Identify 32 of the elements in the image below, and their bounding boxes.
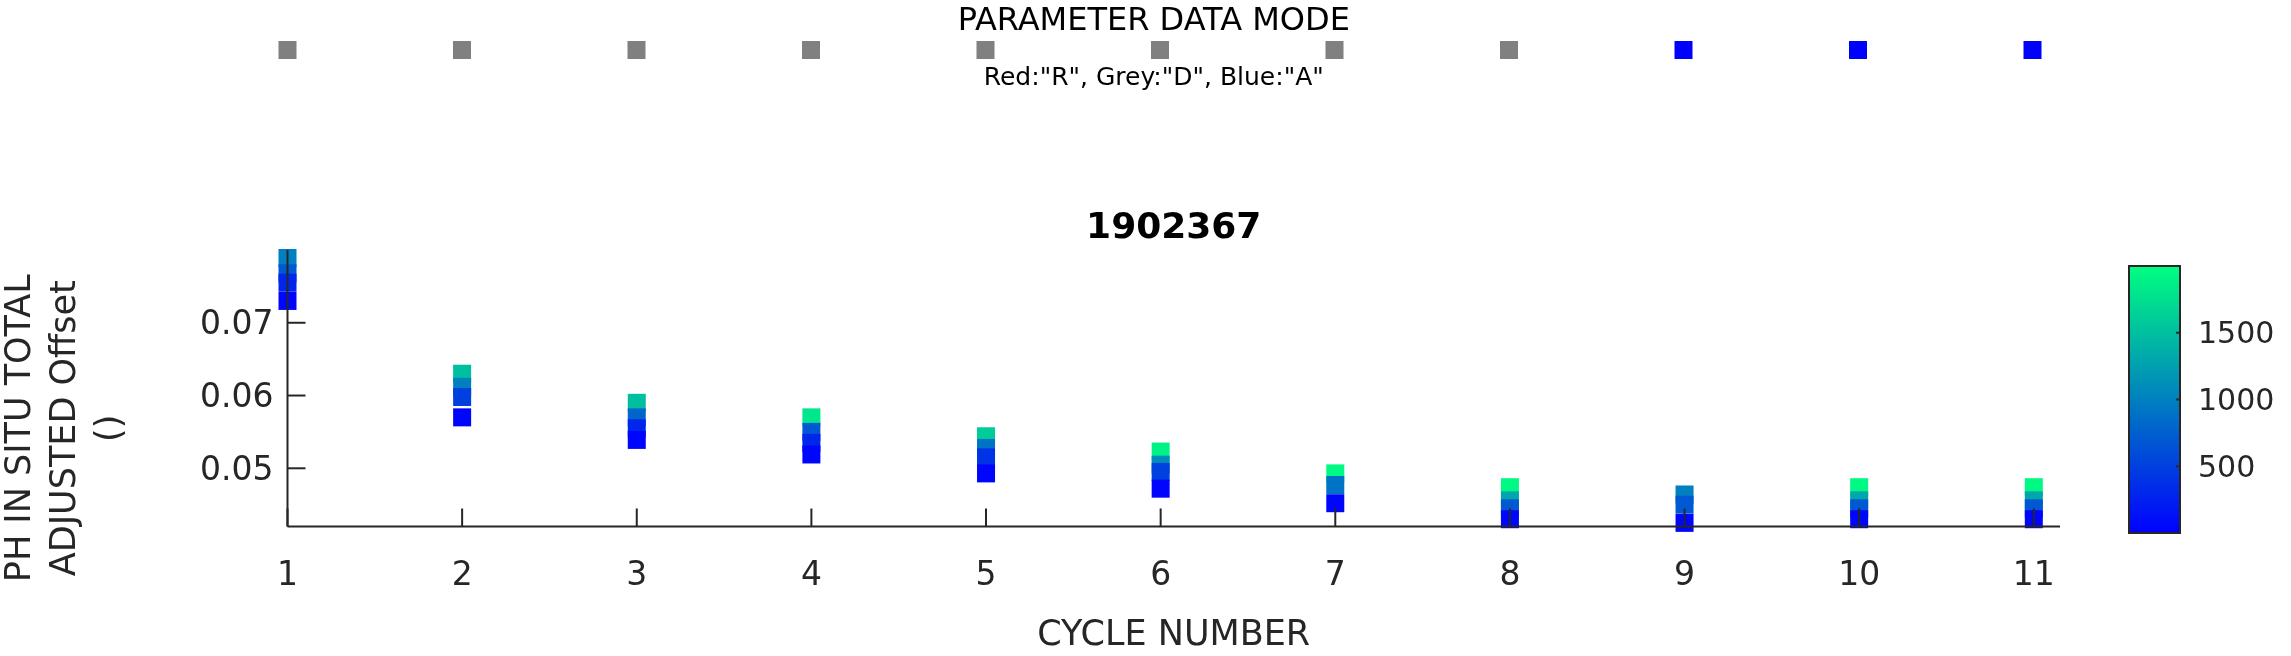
- x-tick-label: 2: [451, 554, 473, 593]
- color-bar-label: 1000: [2198, 382, 2275, 417]
- y-tick-label: 0.05: [200, 448, 274, 488]
- point: [802, 445, 821, 464]
- x-tick-label: 3: [626, 554, 648, 593]
- point: [1151, 479, 1170, 498]
- x-tick-label: 11: [2012, 554, 2055, 593]
- x-axis-title: CYCLE NUMBER: [1037, 613, 1311, 653]
- y-axis-title: PH IN SITU TOTAL ADJUSTED Offset (): [0, 273, 128, 583]
- point: [453, 408, 472, 427]
- point: [1326, 476, 1345, 495]
- color-bar-label: 1500: [2198, 315, 2275, 351]
- x-tick-label: 10: [1838, 554, 1881, 593]
- color-bar-label: 500: [2198, 448, 2256, 484]
- y-tick-label: 0.06: [200, 376, 274, 416]
- text: PARAMETER DATA MODE: [957, 0, 1350, 38]
- point: [977, 464, 996, 483]
- x-tick-label: 4: [800, 554, 822, 593]
- chart-title: 1902367: [1086, 205, 1262, 246]
- text: Red:"R", Grey:"D", Blue:"A": [983, 62, 1324, 91]
- x-tick-label: 9: [1674, 554, 1696, 593]
- x-tick-label: 5: [975, 554, 997, 593]
- x-tick-label: 6: [1150, 554, 1172, 593]
- y-tick-label: 0.07: [200, 303, 274, 343]
- point: [453, 387, 472, 406]
- x-tick-label: 7: [1324, 554, 1346, 593]
- x-tick-label: 1: [277, 554, 298, 593]
- point: [1675, 495, 1694, 514]
- point: [1151, 462, 1170, 481]
- x-tick-label: 8: [1499, 554, 1521, 593]
- point: [627, 430, 646, 449]
- point: [1326, 494, 1345, 513]
